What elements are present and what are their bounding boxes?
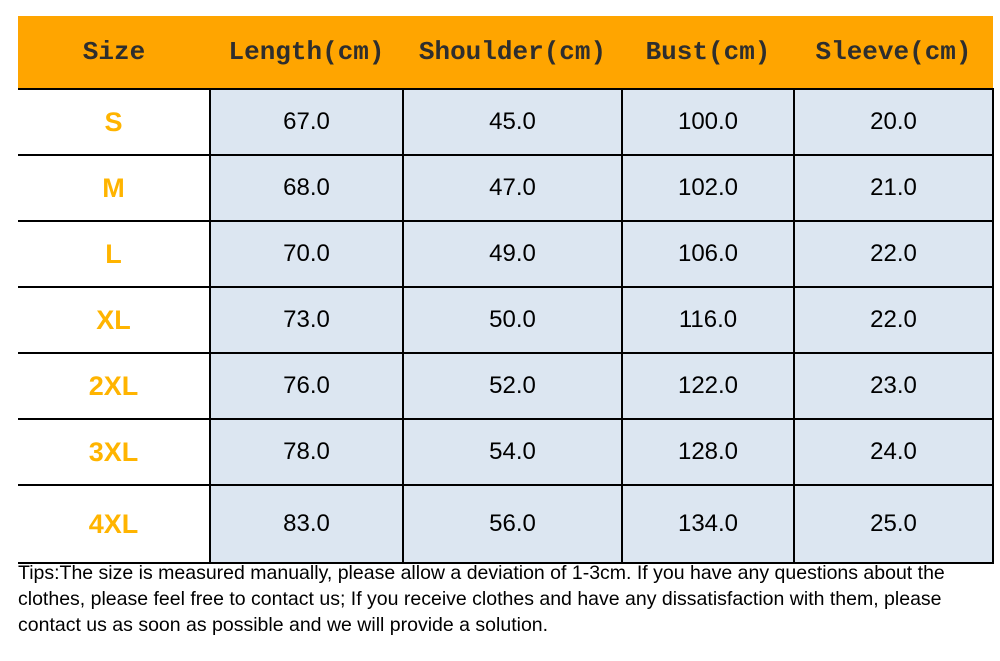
value-cell: 50.0 (402, 286, 623, 354)
header-cell-shoulder: Shoulder(cm) (403, 16, 622, 89)
value-cell: 76.0 (209, 352, 404, 420)
value-cell: 100.0 (621, 88, 795, 156)
value-cell: 23.0 (793, 352, 994, 420)
value-cell: 21.0 (793, 154, 994, 222)
value-cell: 128.0 (621, 418, 795, 486)
header-cell-bust: Bust(cm) (622, 16, 794, 89)
header-row: Size Length(cm) Shoulder(cm) Bust(cm) Sl… (18, 16, 993, 89)
value-cell: 49.0 (402, 220, 623, 288)
table-row: M 68.0 47.0 102.0 21.0 (18, 154, 994, 222)
size-cell: M (18, 154, 211, 222)
tips-text: Tips:The size is measured manually, plea… (18, 562, 945, 637)
table-row: L 70.0 49.0 106.0 22.0 (18, 220, 994, 288)
value-cell: 20.0 (793, 88, 994, 156)
size-cell: S (18, 88, 211, 156)
value-cell: 47.0 (402, 154, 623, 222)
value-cell: 78.0 (209, 418, 404, 486)
size-chart-table: Size Length(cm) Shoulder(cm) Bust(cm) Sl… (18, 16, 994, 564)
value-cell: 52.0 (402, 352, 623, 420)
table-row: XL 73.0 50.0 116.0 22.0 (18, 286, 994, 354)
value-cell: 102.0 (621, 154, 795, 222)
value-cell: 56.0 (402, 484, 623, 564)
size-cell: 4XL (18, 484, 211, 564)
size-cell: L (18, 220, 211, 288)
value-cell: 73.0 (209, 286, 404, 354)
header-cell-size: Size (18, 16, 210, 89)
value-cell: 22.0 (793, 220, 994, 288)
value-cell: 70.0 (209, 220, 404, 288)
value-cell: 68.0 (209, 154, 404, 222)
value-cell: 122.0 (621, 352, 795, 420)
value-cell: 54.0 (402, 418, 623, 486)
value-cell: 116.0 (621, 286, 795, 354)
size-cell: 2XL (18, 352, 211, 420)
table-row: 3XL 78.0 54.0 128.0 24.0 (18, 418, 994, 486)
value-cell: 106.0 (621, 220, 795, 288)
value-cell: 24.0 (793, 418, 994, 486)
table-row: S 67.0 45.0 100.0 20.0 (18, 88, 994, 156)
size-cell: 3XL (18, 418, 211, 486)
size-cell: XL (18, 286, 211, 354)
table-row: 2XL 76.0 52.0 122.0 23.0 (18, 352, 994, 420)
value-cell: 83.0 (209, 484, 404, 564)
value-cell: 25.0 (793, 484, 994, 564)
value-cell: 67.0 (209, 88, 404, 156)
table-row: 4XL 83.0 56.0 134.0 25.0 (18, 484, 994, 564)
value-cell: 22.0 (793, 286, 994, 354)
value-cell: 45.0 (402, 88, 623, 156)
header-cell-sleeve: Sleeve(cm) (794, 16, 993, 89)
value-cell: 134.0 (621, 484, 795, 564)
header-cell-length: Length(cm) (210, 16, 403, 89)
